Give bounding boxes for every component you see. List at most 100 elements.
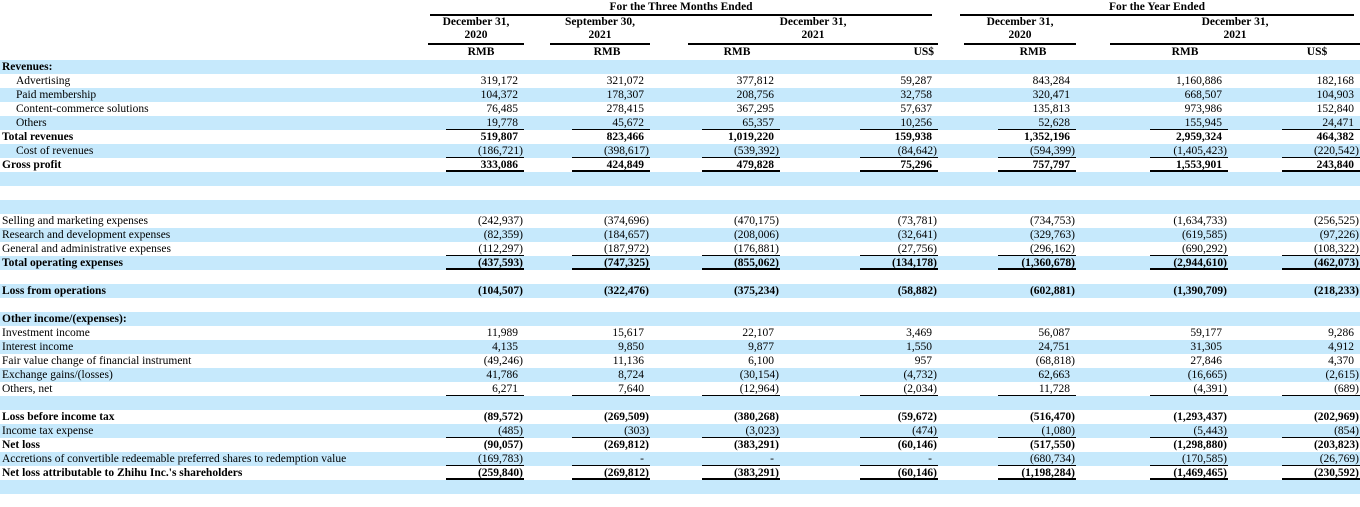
label-column-header bbox=[0, 0, 424, 16]
cell-value: 321,072 bbox=[606, 75, 644, 87]
cell-value: (398,617) bbox=[524, 144, 650, 158]
table-row: Total operating expenses (437,593) (747,32… bbox=[0, 256, 1360, 270]
column-gap bbox=[938, 172, 954, 186]
cell-value bbox=[650, 200, 780, 214]
cell-value: 178,307 bbox=[606, 89, 644, 101]
table-row: Paid membership 104,372 178,307 208,756 32,7… bbox=[0, 88, 1360, 102]
row-label: Gross profit bbox=[2, 159, 62, 171]
column-gap bbox=[938, 466, 954, 480]
cell-value: (186,721) bbox=[424, 144, 524, 158]
currency-header: RMB bbox=[467, 46, 495, 58]
cell-value: 4,135 bbox=[492, 341, 518, 353]
cell-value: (220,542) bbox=[1228, 144, 1360, 158]
group-header-year-ended-cell: For the Year Ended bbox=[954, 0, 1360, 16]
cell-value: (1,293,437) bbox=[1173, 411, 1228, 423]
cell-value: 464,382 bbox=[1316, 131, 1355, 143]
cell-value: (269,812) bbox=[524, 466, 650, 480]
cell-value: (134,178) bbox=[780, 256, 939, 270]
row-label: Cost of revenues bbox=[16, 145, 94, 157]
period-header-q4-2021: December 31, 2021 bbox=[650, 16, 939, 45]
column-gap bbox=[938, 214, 954, 228]
cell-value bbox=[1228, 172, 1360, 186]
cell-value bbox=[954, 186, 1076, 200]
cell-value bbox=[1076, 172, 1228, 186]
cell-value: (539,392) bbox=[650, 144, 780, 158]
row-label: Investment income bbox=[2, 327, 90, 339]
column-gap bbox=[938, 340, 954, 354]
cell-value: (5,443) bbox=[1076, 424, 1229, 438]
period-line1: September 30, bbox=[564, 16, 636, 28]
cell-value: (855,062) bbox=[650, 256, 780, 270]
row-label bbox=[0, 172, 424, 186]
cell-value: 152,840 bbox=[1316, 103, 1355, 115]
cell-value: (104,507) bbox=[477, 285, 523, 297]
cell-value: (259,840) bbox=[424, 466, 524, 480]
table-row: Others, net 6,271 7,640 (12,964) (2,034) 11,7… bbox=[0, 382, 1360, 396]
column-gap bbox=[938, 88, 954, 102]
column-gap bbox=[938, 270, 954, 284]
cell-value bbox=[954, 200, 1076, 214]
spacer-row bbox=[0, 270, 1360, 284]
cell-value: 333,086 bbox=[424, 158, 524, 172]
group-header-row: For the Three Months Ended For the Year … bbox=[0, 0, 1360, 16]
table-row: Cost of revenues (186,721) (398,617) (539,3… bbox=[0, 144, 1360, 158]
cell-value: 27,846 bbox=[1190, 355, 1223, 367]
cell-value bbox=[954, 270, 1076, 284]
row-label: General and administrative expenses bbox=[2, 243, 171, 255]
spacer-row bbox=[0, 396, 1360, 410]
column-gap bbox=[938, 284, 954, 298]
row-label: Loss before income tax bbox=[2, 411, 115, 423]
label-column-header bbox=[0, 45, 424, 60]
cell-value: (32,641) bbox=[897, 229, 938, 241]
cell-value: 9,850 bbox=[618, 341, 644, 353]
row-label: Income tax expense bbox=[2, 425, 94, 437]
spacer-row bbox=[0, 298, 1360, 312]
cell-value bbox=[524, 60, 650, 74]
cell-value: (59,672) bbox=[897, 411, 938, 423]
cell-value: 41,786 bbox=[486, 369, 518, 381]
table-row: Gross profit 333,086 424,849 479,828 75,296 7… bbox=[0, 158, 1360, 172]
row-label: Net loss bbox=[2, 439, 41, 451]
row-label: Content-commerce solutions bbox=[16, 103, 149, 115]
cell-value: 11,728 bbox=[954, 382, 1077, 396]
cell-value bbox=[424, 172, 524, 186]
table-row: Revenues: bbox=[0, 60, 1360, 74]
cell-value: 757,797 bbox=[954, 158, 1077, 172]
cell-value: 823,466 bbox=[606, 131, 644, 143]
cell-value bbox=[524, 172, 650, 186]
row-label bbox=[0, 200, 424, 214]
cell-value: (218,233) bbox=[1313, 285, 1360, 297]
cell-value: (242,937) bbox=[477, 215, 523, 227]
column-gap bbox=[938, 130, 954, 144]
cell-value: 4,370 bbox=[1328, 355, 1355, 367]
cell-value bbox=[1076, 186, 1228, 200]
cell-value bbox=[780, 396, 938, 410]
cell-value bbox=[424, 480, 524, 494]
income-statement-body: Revenues: Advertising 319,172 321,072 377,81… bbox=[0, 60, 1360, 494]
cell-value: 59,287 bbox=[900, 75, 933, 87]
column-gap bbox=[938, 200, 954, 214]
cell-value: 4,912 bbox=[1328, 341, 1355, 353]
cell-value: 1,352,196 bbox=[1024, 131, 1071, 143]
cell-value: 6,100 bbox=[748, 355, 774, 367]
row-label: Others, net bbox=[2, 383, 53, 395]
column-gap bbox=[938, 242, 954, 256]
cell-value bbox=[780, 480, 938, 494]
period-header-row: December 31, 2020 September 30, 2021 Dec… bbox=[0, 16, 1360, 45]
row-label bbox=[0, 186, 424, 200]
cell-value: (16,665) bbox=[1187, 369, 1228, 381]
table-header: For the Three Months Ended For the Year … bbox=[0, 0, 1360, 60]
cell-value bbox=[1228, 270, 1360, 284]
cell-value: (1,080) bbox=[954, 424, 1077, 438]
cell-value: 1,160,886 bbox=[1176, 75, 1223, 87]
table-row: Loss before income tax (89,572) (269,509) (… bbox=[0, 410, 1360, 424]
row-label: Fair value change of financial instrumen… bbox=[2, 355, 192, 367]
cell-value: 367,295 bbox=[736, 103, 774, 115]
income-statement-table: For the Three Months Ended For the Year … bbox=[0, 0, 1360, 494]
row-label: Selling and marketing expenses bbox=[2, 215, 148, 227]
cell-value: 56,087 bbox=[1038, 327, 1071, 339]
cell-value: (60,146) bbox=[780, 466, 939, 480]
cell-value bbox=[524, 312, 650, 326]
cell-value bbox=[1228, 312, 1360, 326]
cell-value: (854) bbox=[1228, 424, 1360, 438]
